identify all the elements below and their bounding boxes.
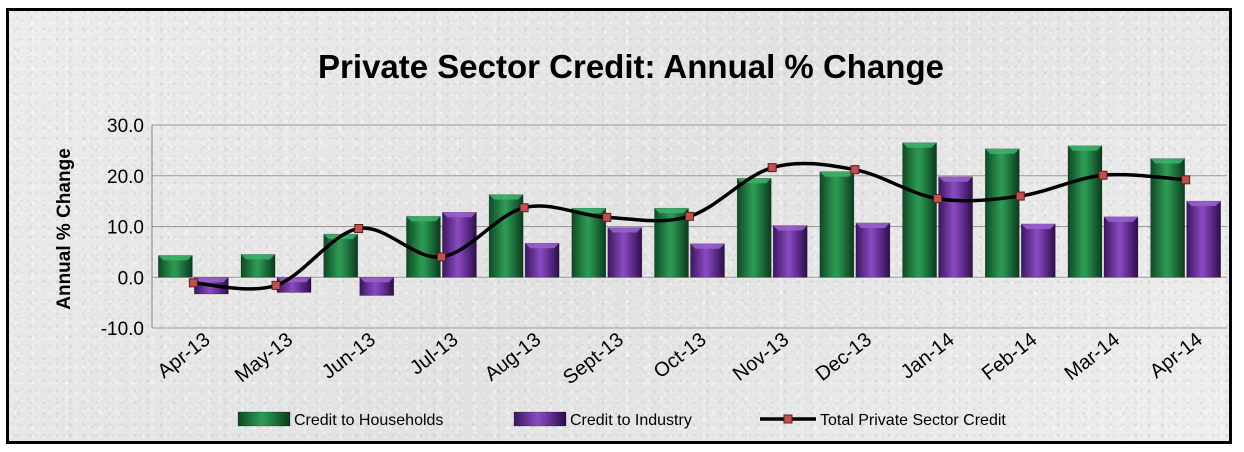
bar-bevel bbox=[985, 148, 1020, 154]
x-tick-label: Jul-13 bbox=[406, 329, 462, 380]
bar-bevel bbox=[442, 212, 477, 218]
chart-title: Private Sector Credit: Annual % Change bbox=[318, 48, 944, 85]
bar-bevel bbox=[855, 222, 890, 228]
legend-item: Credit to Industry bbox=[513, 411, 692, 429]
bar-credit-to-industry bbox=[442, 211, 477, 278]
bar-credit-to-households bbox=[406, 216, 441, 278]
x-tick-label: Sept-13 bbox=[559, 329, 628, 389]
bar-bevel bbox=[902, 142, 937, 148]
bar-credit-to-households bbox=[902, 142, 937, 278]
bar-credit-to-industry bbox=[524, 242, 560, 278]
line-marker bbox=[602, 212, 612, 222]
bar-bevel bbox=[819, 171, 854, 177]
legend-label: Credit to Households bbox=[294, 412, 443, 429]
bar-credit-to-industry bbox=[1020, 223, 1056, 278]
bar-credit-to-industry bbox=[607, 227, 643, 278]
bar-bevel bbox=[1103, 216, 1138, 222]
line-marker bbox=[436, 252, 446, 262]
x-tick-label: Nov-13 bbox=[729, 329, 793, 386]
bar-bevel bbox=[489, 194, 524, 200]
x-tick-label: May-13 bbox=[231, 329, 297, 387]
bar-bevel bbox=[690, 243, 725, 249]
line-marker bbox=[933, 194, 943, 204]
bar-bevel bbox=[1021, 223, 1056, 229]
line-marker bbox=[767, 163, 777, 173]
y-tick-label: -10.0 bbox=[101, 319, 144, 340]
bar-bevel bbox=[607, 227, 642, 233]
bar-bevel bbox=[158, 255, 193, 261]
legend-swatch bbox=[237, 411, 291, 427]
bar-credit-to-households bbox=[323, 233, 359, 278]
y-tick-label: 0.0 bbox=[118, 268, 144, 289]
bar-bevel bbox=[1186, 201, 1221, 207]
bar-bevel bbox=[525, 243, 560, 249]
bar-credit-to-households bbox=[1067, 145, 1103, 278]
bar-bevel bbox=[1067, 145, 1102, 151]
x-tick-label: Apr-13 bbox=[154, 329, 215, 383]
bar-bevel bbox=[359, 277, 394, 283]
x-tick-label: Jun-13 bbox=[318, 329, 380, 384]
x-tick-label: Dec-13 bbox=[812, 329, 876, 386]
y-tick-label: 10.0 bbox=[107, 218, 144, 239]
bar-credit-to-industry bbox=[1186, 200, 1221, 278]
bar-credit-to-industry bbox=[1103, 216, 1139, 278]
legend-label: Credit to Industry bbox=[570, 412, 692, 429]
bar-bevel bbox=[773, 225, 808, 231]
line-marker bbox=[1098, 170, 1108, 180]
x-tick-label: Jan-14 bbox=[897, 329, 959, 384]
legend-label: Total Private Sector Credit bbox=[820, 412, 1006, 429]
x-tick-label: Mar-14 bbox=[1061, 329, 1124, 385]
bar-bevel bbox=[406, 216, 441, 222]
line-marker bbox=[354, 224, 364, 234]
bar-credit-to-households bbox=[819, 171, 855, 278]
x-tick-label: Feb-14 bbox=[978, 329, 1041, 385]
bar-credit-to-households bbox=[488, 194, 524, 278]
y-axis-label: Annual % Change bbox=[54, 148, 75, 310]
bar-credit-to-industry bbox=[772, 225, 808, 278]
x-tick-label: Oct-13 bbox=[650, 329, 711, 383]
bar-credit-to-households bbox=[571, 207, 607, 278]
bar-bevel bbox=[1150, 158, 1185, 164]
bar-bevel bbox=[938, 176, 973, 182]
bar-credit-to-households bbox=[984, 148, 1020, 278]
bar-bevel bbox=[241, 254, 276, 260]
bar-credit-to-industry bbox=[690, 243, 725, 278]
x-tick-label: Apr-14 bbox=[1146, 329, 1207, 383]
legend-swatch-marker bbox=[783, 414, 793, 424]
line-marker bbox=[271, 280, 281, 290]
bar-credit-to-industry bbox=[938, 176, 973, 278]
line-marker bbox=[685, 211, 694, 221]
y-tick-label: 30.0 bbox=[107, 116, 144, 137]
y-tick-label: 20.0 bbox=[107, 167, 144, 188]
line-marker bbox=[850, 165, 860, 175]
bar-credit-to-households bbox=[736, 177, 772, 278]
bar-bevel bbox=[194, 277, 229, 283]
legend-swatch bbox=[513, 411, 567, 427]
line-marker bbox=[1181, 175, 1191, 185]
line-marker bbox=[519, 203, 529, 213]
line-marker bbox=[1015, 191, 1025, 201]
legend-item: Total Private Sector Credit bbox=[760, 412, 1006, 429]
line-marker bbox=[188, 278, 198, 288]
x-tick-label: Aug-13 bbox=[481, 329, 545, 386]
bar-credit-to-industry bbox=[855, 222, 891, 278]
bar-bevel bbox=[654, 208, 689, 214]
legend-item: Credit to Households bbox=[237, 411, 443, 429]
